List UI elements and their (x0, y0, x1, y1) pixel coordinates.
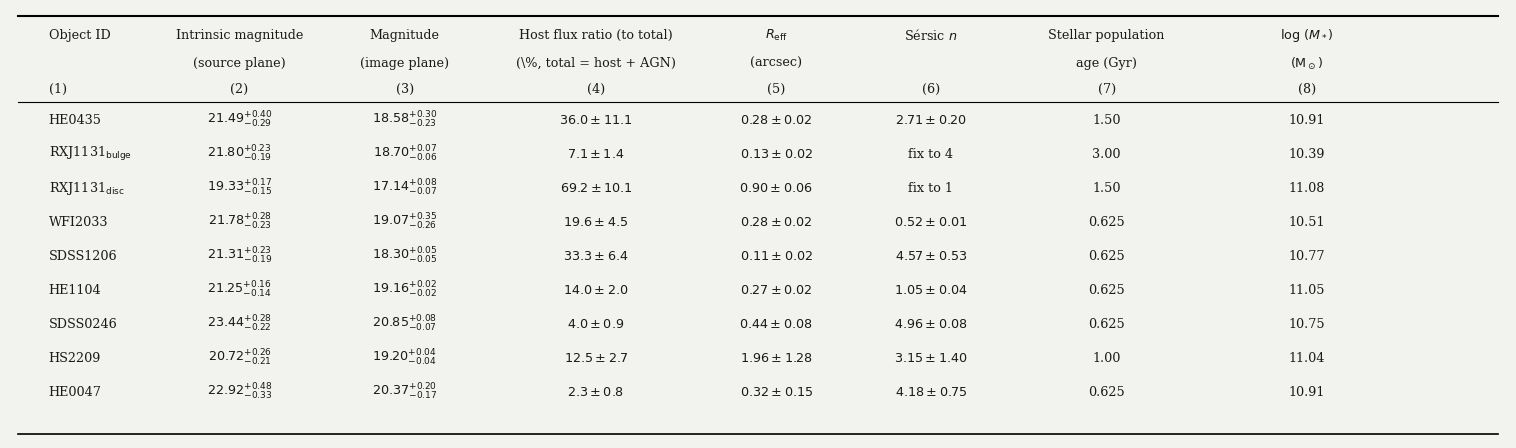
Text: (6): (6) (922, 83, 940, 96)
Text: HE1104: HE1104 (49, 284, 102, 297)
Text: $14.0 \pm 2.0$: $14.0 \pm 2.0$ (562, 284, 629, 297)
Text: 11.04: 11.04 (1289, 352, 1325, 365)
Text: fix to 1: fix to 1 (908, 181, 954, 195)
Text: 3.00: 3.00 (1093, 147, 1120, 161)
Text: $19.33^{+0.17}_{-0.15}$: $19.33^{+0.17}_{-0.15}$ (206, 178, 273, 198)
Text: (3): (3) (396, 83, 414, 96)
Text: $0.52 \pm 0.01$: $0.52 \pm 0.01$ (894, 215, 967, 229)
Text: HE0047: HE0047 (49, 386, 102, 399)
Text: $19.6 \pm 4.5$: $19.6 \pm 4.5$ (564, 215, 628, 229)
Text: Magnitude: Magnitude (370, 29, 440, 43)
Text: $3.15 \pm 1.40$: $3.15 \pm 1.40$ (894, 352, 967, 365)
Text: $0.90 \pm 0.06$: $0.90 \pm 0.06$ (740, 181, 813, 195)
Text: $33.3 \pm 6.4$: $33.3 \pm 6.4$ (562, 250, 629, 263)
Text: (source plane): (source plane) (193, 57, 287, 70)
Text: $20.37^{+0.20}_{-0.17}$: $20.37^{+0.20}_{-0.17}$ (371, 383, 438, 402)
Text: age (Gyr): age (Gyr) (1076, 57, 1137, 70)
Text: $23.44^{+0.28}_{-0.22}$: $23.44^{+0.28}_{-0.22}$ (208, 314, 271, 334)
Text: SDSS0246: SDSS0246 (49, 318, 117, 331)
Text: HS2209: HS2209 (49, 352, 102, 365)
Text: Stellar population: Stellar population (1049, 29, 1164, 43)
Text: $0.28 \pm 0.02$: $0.28 \pm 0.02$ (740, 215, 813, 229)
Text: 0.625: 0.625 (1088, 386, 1125, 399)
Text: $19.20^{+0.04}_{-0.04}$: $19.20^{+0.04}_{-0.04}$ (373, 349, 437, 368)
Text: $18.58^{+0.30}_{-0.23}$: $18.58^{+0.30}_{-0.23}$ (371, 110, 438, 130)
Text: $\log\,(M_*)$: $\log\,(M_*)$ (1280, 27, 1334, 44)
Text: $(\rm M_\odot)$: $(\rm M_\odot)$ (1290, 56, 1323, 72)
Text: (1): (1) (49, 83, 67, 96)
Text: $19.07^{+0.35}_{-0.26}$: $19.07^{+0.35}_{-0.26}$ (371, 212, 438, 232)
Text: $2.71 \pm 0.20$: $2.71 \pm 0.20$ (894, 113, 967, 127)
Text: 10.39: 10.39 (1289, 147, 1325, 161)
Text: $18.30^{+0.05}_{-0.05}$: $18.30^{+0.05}_{-0.05}$ (371, 246, 438, 266)
Text: (4): (4) (587, 83, 605, 96)
Text: $4.96 \pm 0.08$: $4.96 \pm 0.08$ (894, 318, 967, 331)
Text: (5): (5) (767, 83, 785, 96)
Text: $4.57 \pm 0.53$: $4.57 \pm 0.53$ (894, 250, 967, 263)
Text: HE0435: HE0435 (49, 113, 102, 127)
Text: 1.50: 1.50 (1093, 113, 1120, 127)
Text: 1.50: 1.50 (1093, 181, 1120, 195)
Text: 0.625: 0.625 (1088, 284, 1125, 297)
Text: $21.31^{+0.23}_{-0.19}$: $21.31^{+0.23}_{-0.19}$ (206, 246, 273, 266)
Text: $18.70^{+0.07}_{-0.06}$: $18.70^{+0.07}_{-0.06}$ (373, 144, 437, 164)
Text: 11.05: 11.05 (1289, 284, 1325, 297)
Text: $36.0 \pm 11.1$: $36.0 \pm 11.1$ (559, 113, 632, 127)
Text: SDSS1206: SDSS1206 (49, 250, 117, 263)
Text: (8): (8) (1298, 83, 1316, 96)
Text: 10.51: 10.51 (1289, 215, 1325, 229)
Text: (2): (2) (230, 83, 249, 96)
Text: $21.49^{+0.40}_{-0.29}$: $21.49^{+0.40}_{-0.29}$ (206, 110, 273, 130)
Text: $20.72^{+0.26}_{-0.21}$: $20.72^{+0.26}_{-0.21}$ (208, 349, 271, 368)
Text: 0.625: 0.625 (1088, 250, 1125, 263)
Text: $2.3 \pm 0.8$: $2.3 \pm 0.8$ (567, 386, 625, 399)
Text: Sérsic $n$: Sérsic $n$ (904, 28, 958, 43)
Text: Intrinsic magnitude: Intrinsic magnitude (176, 29, 303, 43)
Text: (image plane): (image plane) (361, 57, 449, 70)
Text: $17.14^{+0.08}_{-0.07}$: $17.14^{+0.08}_{-0.07}$ (371, 178, 438, 198)
Text: (7): (7) (1098, 83, 1116, 96)
Text: 0.625: 0.625 (1088, 318, 1125, 331)
Text: $7.1 \pm 1.4$: $7.1 \pm 1.4$ (567, 147, 625, 161)
Text: RXJ1131$_{\rm disc}$: RXJ1131$_{\rm disc}$ (49, 180, 124, 197)
Text: RXJ1131$_{\rm bulge}$: RXJ1131$_{\rm bulge}$ (49, 145, 132, 163)
Text: (\%, total = host + AGN): (\%, total = host + AGN) (515, 57, 676, 70)
Text: $0.11 \pm 0.02$: $0.11 \pm 0.02$ (740, 250, 813, 263)
Text: $4.0 \pm 0.9$: $4.0 \pm 0.9$ (567, 318, 625, 331)
Text: $69.2 \pm 10.1$: $69.2 \pm 10.1$ (559, 181, 632, 195)
Text: (arcsec): (arcsec) (750, 57, 802, 70)
Text: $0.28 \pm 0.02$: $0.28 \pm 0.02$ (740, 113, 813, 127)
Text: 10.91: 10.91 (1289, 113, 1325, 127)
Text: $19.16^{+0.02}_{-0.02}$: $19.16^{+0.02}_{-0.02}$ (373, 280, 437, 300)
Text: $21.80^{+0.23}_{-0.19}$: $21.80^{+0.23}_{-0.19}$ (208, 144, 271, 164)
Text: $22.92^{+0.48}_{-0.33}$: $22.92^{+0.48}_{-0.33}$ (206, 383, 273, 402)
Text: Object ID: Object ID (49, 29, 111, 43)
Text: $0.27 \pm 0.02$: $0.27 \pm 0.02$ (740, 284, 813, 297)
Text: $1.96 \pm 1.28$: $1.96 \pm 1.28$ (740, 352, 813, 365)
Text: $4.18 \pm 0.75$: $4.18 \pm 0.75$ (894, 386, 967, 399)
Text: 10.75: 10.75 (1289, 318, 1325, 331)
Text: $12.5 \pm 2.7$: $12.5 \pm 2.7$ (564, 352, 628, 365)
Text: $21.25^{+0.16}_{-0.14}$: $21.25^{+0.16}_{-0.14}$ (208, 280, 271, 300)
Text: $1.05 \pm 0.04$: $1.05 \pm 0.04$ (894, 284, 967, 297)
Text: $0.13 \pm 0.02$: $0.13 \pm 0.02$ (740, 147, 813, 161)
Text: WFI2033: WFI2033 (49, 215, 108, 229)
Text: $R_{\rm eff}$: $R_{\rm eff}$ (764, 28, 788, 43)
Text: fix to 4: fix to 4 (908, 147, 954, 161)
Text: Host flux ratio (to total): Host flux ratio (to total) (518, 29, 673, 43)
Text: 11.08: 11.08 (1289, 181, 1325, 195)
Text: $0.44 \pm 0.08$: $0.44 \pm 0.08$ (740, 318, 813, 331)
Text: 10.77: 10.77 (1289, 250, 1325, 263)
Text: $0.32 \pm 0.15$: $0.32 \pm 0.15$ (740, 386, 813, 399)
Text: $20.85^{+0.08}_{-0.07}$: $20.85^{+0.08}_{-0.07}$ (373, 314, 437, 334)
Text: 1.00: 1.00 (1093, 352, 1120, 365)
Text: 10.91: 10.91 (1289, 386, 1325, 399)
Text: 0.625: 0.625 (1088, 215, 1125, 229)
Text: $21.78^{+0.28}_{-0.23}$: $21.78^{+0.28}_{-0.23}$ (208, 212, 271, 232)
